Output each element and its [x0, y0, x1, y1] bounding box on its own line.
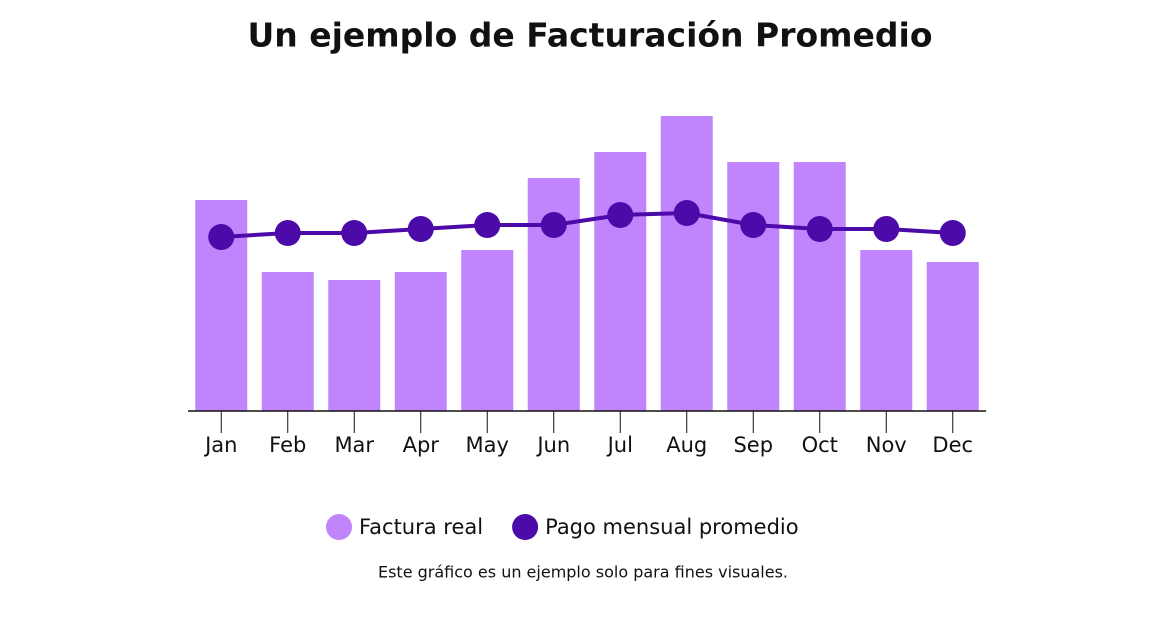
- point: [407, 216, 434, 242]
- bar: [660, 116, 713, 411]
- point: [540, 212, 567, 238]
- point: [673, 200, 700, 226]
- point: [274, 220, 301, 246]
- point: [806, 216, 833, 242]
- legend-swatch: [326, 514, 352, 540]
- bar: [860, 250, 913, 411]
- point: [607, 202, 634, 228]
- bar: [261, 272, 314, 411]
- point: [474, 212, 501, 238]
- bar: [394, 272, 447, 411]
- bar: [926, 262, 979, 411]
- x-tick-label: Mar: [334, 433, 374, 457]
- x-tick-label: Dec: [932, 433, 973, 457]
- point: [873, 216, 900, 242]
- x-tick-label: Jan: [203, 433, 237, 457]
- x-tick-label: Jun: [535, 433, 570, 457]
- bar: [461, 250, 514, 411]
- x-tick-label: Sep: [733, 433, 773, 457]
- legend-label: Pago mensual promedio: [545, 515, 799, 539]
- bar: [328, 280, 381, 411]
- point: [208, 224, 235, 250]
- x-tick-label: Apr: [403, 433, 440, 457]
- x-tick-label: Oct: [802, 433, 838, 457]
- point: [939, 220, 966, 246]
- bar: [594, 152, 647, 411]
- x-tick-label: Feb: [269, 433, 306, 457]
- legend-swatch: [512, 514, 539, 540]
- x-tick-label: Nov: [866, 433, 907, 457]
- point: [341, 220, 368, 246]
- bar: [793, 162, 846, 411]
- bar: [727, 162, 780, 411]
- x-tick-label: May: [466, 433, 509, 457]
- x-tick-label: Jul: [606, 433, 633, 457]
- legend-label: Factura real: [359, 515, 483, 539]
- footnote: Este gráfico es un ejemplo solo para fin…: [378, 563, 788, 582]
- point: [740, 212, 767, 238]
- x-tick-label: Aug: [666, 433, 707, 457]
- chart-title: Un ejemplo de Facturación Promedio: [247, 16, 932, 55]
